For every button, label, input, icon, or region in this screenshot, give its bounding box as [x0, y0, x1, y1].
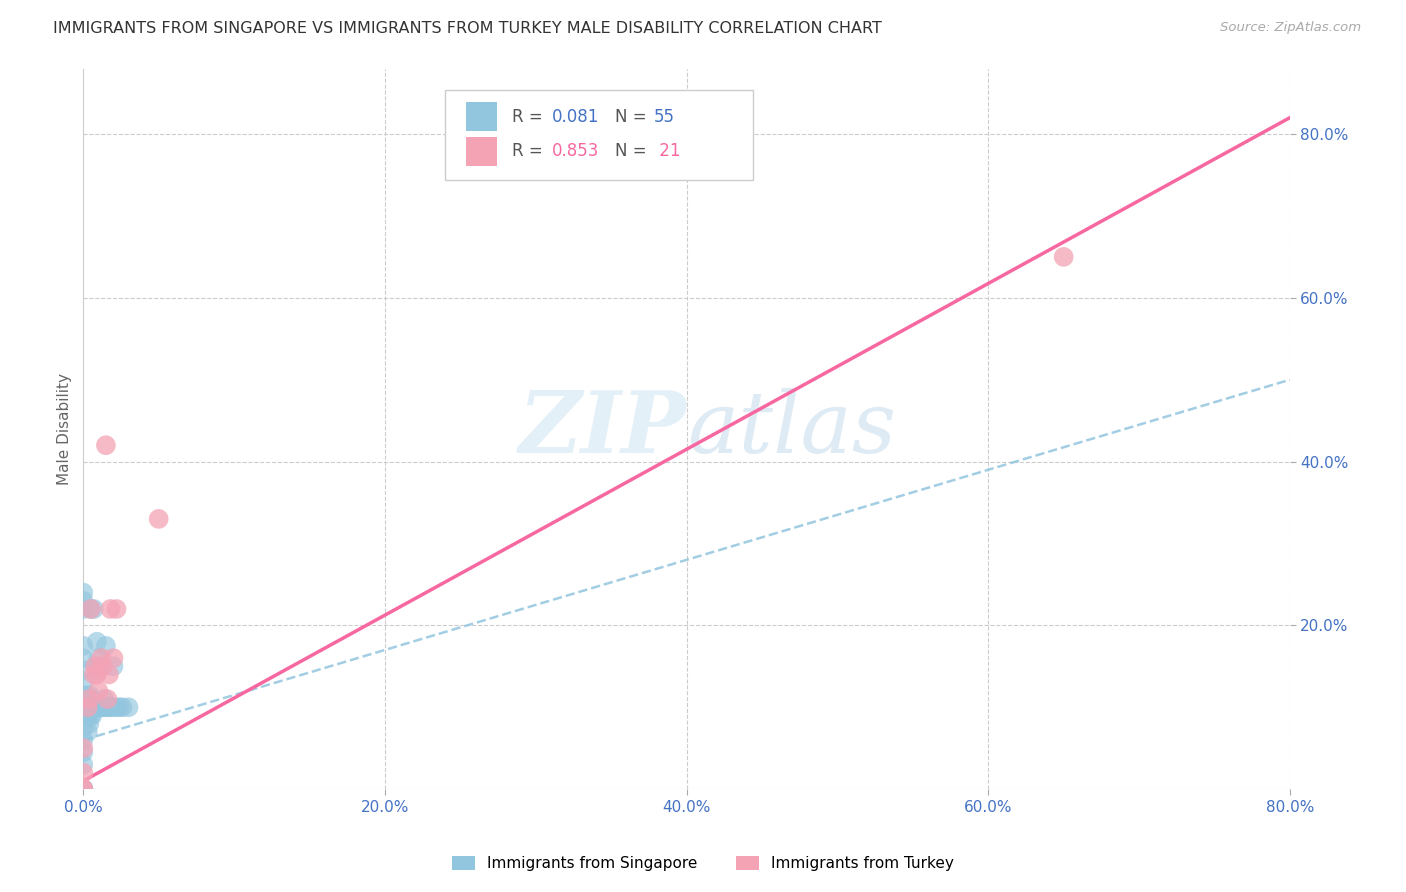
Point [93, 692, 115, 706]
Point [86, 700, 108, 714]
Point [72, 782, 94, 797]
Point [82, 708, 104, 723]
Point [72, 733, 94, 747]
Point [90, 651, 112, 665]
Point [86, 667, 108, 681]
Text: R =: R = [512, 143, 548, 161]
Point [84, 659, 107, 673]
Text: ZIP: ZIP [519, 387, 686, 471]
Point [72, 651, 94, 665]
Point [72, 594, 94, 608]
Point [87, 664, 110, 678]
Point [72, 782, 94, 797]
Text: N =: N = [616, 143, 652, 161]
Point [79, 700, 101, 714]
Point [72, 602, 94, 616]
Point [72, 721, 94, 735]
Point [89, 700, 111, 714]
Point [97, 667, 120, 681]
Point [87, 684, 110, 698]
Point [83, 667, 105, 681]
Point [72, 782, 94, 797]
Point [72, 782, 94, 797]
Point [100, 602, 122, 616]
Point [72, 782, 94, 797]
Point [76, 724, 98, 739]
Text: Source: ZipAtlas.com: Source: ZipAtlas.com [1220, 21, 1361, 35]
Text: R =: R = [512, 108, 548, 126]
Point [101, 700, 124, 714]
Text: atlas: atlas [686, 387, 896, 470]
Point [84, 700, 107, 714]
Text: 55: 55 [654, 108, 675, 126]
Point [79, 688, 101, 702]
Point [87, 651, 110, 665]
Point [79, 692, 101, 706]
Point [105, 602, 128, 616]
Point [83, 602, 105, 616]
Point [80, 708, 103, 723]
Point [84, 659, 107, 673]
Text: 0.853: 0.853 [551, 143, 599, 161]
Text: 21: 21 [654, 143, 681, 161]
FancyBboxPatch shape [465, 137, 498, 166]
FancyBboxPatch shape [465, 103, 498, 131]
Point [103, 659, 125, 673]
Point [72, 708, 94, 723]
Point [111, 700, 134, 714]
Point [72, 741, 94, 756]
Point [72, 639, 94, 653]
FancyBboxPatch shape [446, 90, 754, 180]
Point [76, 700, 98, 714]
Point [94, 639, 117, 653]
Point [86, 634, 108, 648]
Point [82, 692, 104, 706]
Point [91, 659, 114, 673]
Point [79, 716, 101, 731]
Point [72, 700, 94, 714]
Point [80, 602, 103, 616]
Point [72, 675, 94, 690]
Point [80, 602, 103, 616]
Point [72, 782, 94, 797]
Text: IMMIGRANTS FROM SINGAPORE VS IMMIGRANTS FROM TURKEY MALE DISABILITY CORRELATION : IMMIGRANTS FROM SINGAPORE VS IMMIGRANTS … [53, 21, 883, 37]
Point [91, 700, 114, 714]
Point [72, 745, 94, 759]
Point [76, 700, 98, 714]
Point [94, 438, 117, 452]
Point [96, 692, 118, 706]
Point [72, 782, 94, 797]
Y-axis label: Male Disability: Male Disability [58, 373, 72, 485]
Point [103, 651, 125, 665]
Point [105, 700, 128, 714]
Text: N =: N = [616, 108, 652, 126]
Point [80, 696, 103, 710]
Point [72, 765, 94, 780]
Point [148, 512, 170, 526]
Point [108, 700, 131, 714]
Point [1053, 250, 1076, 264]
Point [75, 700, 97, 714]
Legend: Immigrants from Singapore, Immigrants from Turkey: Immigrants from Singapore, Immigrants fr… [446, 850, 960, 877]
Point [90, 700, 112, 714]
Point [87, 700, 110, 714]
Point [72, 585, 94, 599]
Point [72, 782, 94, 797]
Point [72, 688, 94, 702]
Point [94, 700, 117, 714]
Point [72, 757, 94, 772]
Point [72, 664, 94, 678]
Text: 0.081: 0.081 [551, 108, 599, 126]
Point [96, 700, 118, 714]
Point [117, 700, 139, 714]
Point [100, 700, 122, 714]
Point [76, 708, 98, 723]
Point [83, 700, 105, 714]
